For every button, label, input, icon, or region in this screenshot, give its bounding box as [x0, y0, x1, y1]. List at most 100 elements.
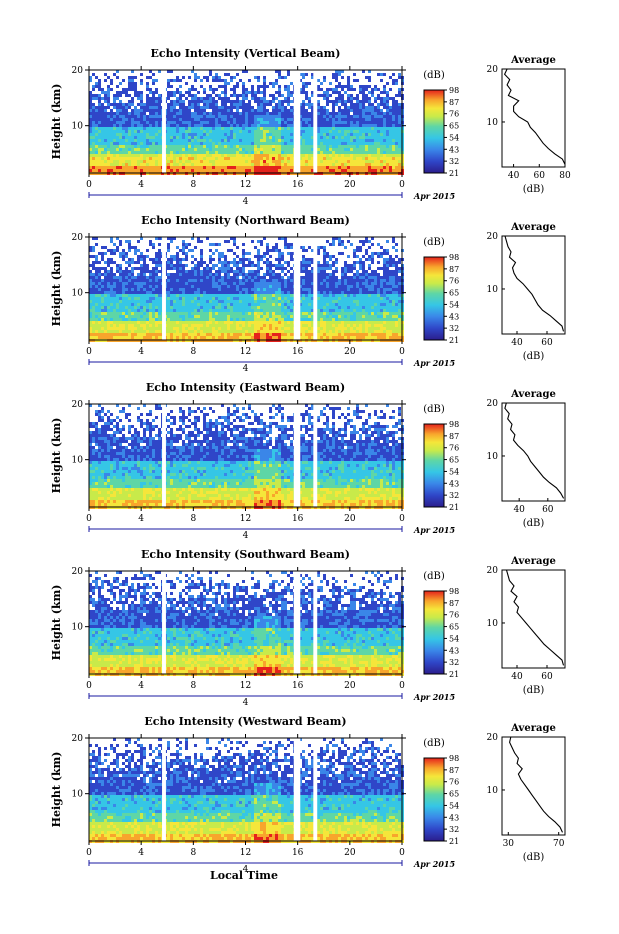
heatmap-cell	[155, 160, 158, 163]
heatmap-cell	[137, 249, 140, 252]
heatmap-cell	[260, 300, 263, 303]
heatmap-cell	[263, 163, 266, 166]
heatmap-cell	[104, 136, 107, 139]
heatmap-cell	[377, 243, 380, 246]
heatmap-cell	[371, 148, 374, 151]
heatmap-cell	[194, 267, 197, 270]
heatmap-cell	[275, 124, 278, 127]
heatmap-cell	[269, 282, 272, 285]
heatmap-cell	[344, 273, 347, 276]
heatmap-cell	[212, 115, 215, 118]
heatmap-cell	[284, 291, 287, 294]
heatmap-cell	[323, 282, 326, 285]
heatmap-cell	[245, 142, 248, 145]
heatmap-cell	[95, 94, 98, 97]
heatmap-cell	[338, 121, 341, 124]
heatmap-cell	[131, 154, 134, 157]
heatmap-cell	[266, 291, 269, 294]
heatmap-cell	[209, 255, 212, 258]
heatmap-cell	[179, 273, 182, 276]
heatmap-cell	[284, 145, 287, 148]
heatmap-cell	[365, 112, 368, 115]
heatmap-cell	[302, 303, 305, 306]
heatmap-cell	[224, 154, 227, 157]
heatmap-cell	[107, 76, 110, 79]
heatmap-cell	[392, 82, 395, 85]
heatmap-cell	[104, 270, 107, 273]
heatmap-cell	[230, 94, 233, 97]
x-tick-label: 8	[190, 180, 196, 190]
heatmap-cell	[284, 243, 287, 246]
heatmap-cell	[125, 106, 128, 109]
heatmap-cell	[278, 282, 281, 285]
heatmap-cell	[92, 139, 95, 142]
heatmap-cell	[203, 151, 206, 154]
heatmap-cell	[134, 118, 137, 121]
heatmap-cell	[317, 291, 320, 294]
heatmap-cell	[203, 154, 206, 157]
heatmap-cell	[245, 288, 248, 291]
heatmap-cell	[239, 303, 242, 306]
heatmap-cell	[392, 157, 395, 160]
heatmap-cell	[353, 163, 356, 166]
heatmap-cell	[188, 276, 191, 279]
heatmap-cell	[137, 163, 140, 166]
heatmap-cell	[359, 145, 362, 148]
heatmap-cell	[224, 109, 227, 112]
heatmap-cell	[110, 279, 113, 282]
heatmap-cell	[173, 157, 176, 160]
heatmap-cell	[140, 303, 143, 306]
heatmap-cell	[329, 151, 332, 154]
heatmap-cell	[368, 264, 371, 267]
heatmap-cell	[389, 291, 392, 294]
heatmap-cell	[338, 115, 341, 118]
heatmap-cell	[308, 276, 311, 279]
heatmap-cell	[347, 151, 350, 154]
heatmap-cell	[116, 130, 119, 133]
heatmap-cell	[323, 285, 326, 288]
heatmap-cell	[386, 103, 389, 106]
heatmap-cell	[278, 273, 281, 276]
heatmap-cell	[383, 276, 386, 279]
heatmap-cell	[236, 151, 239, 154]
heatmap-cell	[260, 285, 263, 288]
heatmap-cell	[275, 79, 278, 82]
heatmap-cell	[326, 154, 329, 157]
heatmap-cell	[380, 157, 383, 160]
heatmap-cell	[233, 294, 236, 297]
heatmap-cell	[158, 115, 161, 118]
heatmap-cell	[245, 291, 248, 294]
heatmap-cell	[101, 118, 104, 121]
heatmap-cell	[113, 127, 116, 130]
heatmap-cell	[179, 97, 182, 100]
heatmap-cell	[173, 133, 176, 136]
heatmap-cell	[131, 282, 134, 285]
heatmap-cell	[260, 103, 263, 106]
heatmap-cell	[188, 109, 191, 112]
heatmap-cell	[116, 97, 119, 100]
heatmap-cell	[377, 151, 380, 154]
heatmap-cell	[200, 148, 203, 151]
heatmap-cell	[371, 297, 374, 300]
heatmap-cell	[275, 258, 278, 261]
heatmap-cell	[206, 139, 209, 142]
heatmap-cell	[320, 157, 323, 160]
heatmap-cell	[308, 127, 311, 130]
heatmap-cell	[365, 258, 368, 261]
heatmap-cell	[371, 157, 374, 160]
heatmap-cell	[332, 300, 335, 303]
heatmap-cell	[182, 130, 185, 133]
heatmap-cell	[368, 276, 371, 279]
heatmap-cell	[203, 145, 206, 148]
heatmap-cell	[362, 279, 365, 282]
heatmap-cell	[398, 163, 401, 166]
heatmap-cell	[356, 100, 359, 103]
heatmap-cell	[218, 273, 221, 276]
heatmap-cell	[290, 154, 293, 157]
heatmap-cell	[221, 279, 224, 282]
heatmap-cell	[284, 300, 287, 303]
heatmap-cell	[287, 252, 290, 255]
heatmap-cell	[179, 294, 182, 297]
heatmap-cell	[158, 94, 161, 97]
heatmap-cell	[104, 252, 107, 255]
